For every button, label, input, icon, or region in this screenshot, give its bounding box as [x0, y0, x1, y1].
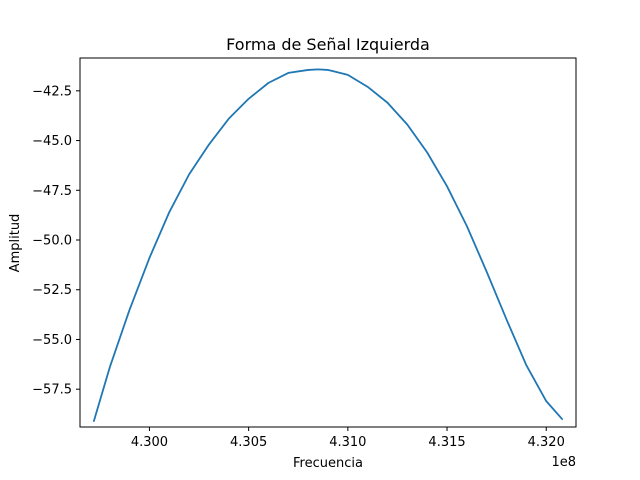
y-axis-label: Amplitud [8, 214, 23, 273]
plot-frame [79, 57, 577, 428]
y-tick-label: −47.5 [32, 184, 72, 199]
x-tick-label: 4.310 [329, 435, 366, 450]
chart-title: Forma de Señal Izquierda [226, 35, 430, 54]
y-tick-label: −52.5 [32, 283, 72, 298]
x-tick-label: 4.305 [230, 435, 267, 450]
y-axis-ticks: −42.5 −45.0 −47.5 −50.0 −52.5 −55.0 −57.5 [32, 84, 80, 398]
y-tick-label: −42.5 [32, 84, 72, 99]
x-offset-label: 1e8 [551, 455, 576, 470]
x-tick-label: 4.315 [428, 435, 465, 450]
y-tick-label: −57.5 [32, 383, 72, 398]
x-axis-label: Frecuencia [293, 456, 363, 471]
x-tick-label: 4.320 [528, 435, 565, 450]
x-tick-label: 4.300 [131, 435, 168, 450]
y-tick-label: −50.0 [32, 234, 72, 249]
y-tick-label: −55.0 [32, 333, 72, 348]
series-line [92, 68, 564, 422]
x-axis-ticks: 4.300 4.305 4.310 4.315 4.320 [131, 427, 565, 450]
y-tick-label: −45.0 [32, 134, 72, 149]
